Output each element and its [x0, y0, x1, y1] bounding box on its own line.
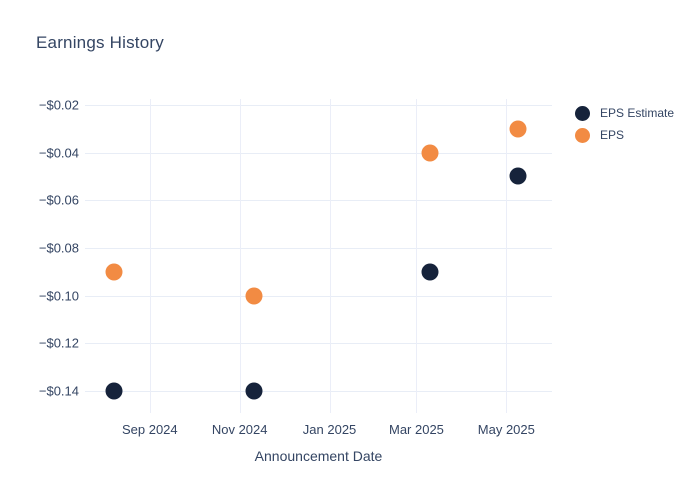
legend: EPS Estimate EPS — [575, 102, 674, 146]
y-tick-label: −$0.06 — [38, 192, 79, 208]
data-point-eps-estimate[interactable] — [105, 382, 123, 400]
legend-label-eps-estimate: EPS Estimate — [600, 106, 675, 120]
x-tick-label: Sep 2024 — [121, 422, 178, 437]
y-gridline — [85, 152, 552, 154]
y-gridline — [85, 295, 552, 297]
x-axis: Sep 2024 Nov 2024 Jan 2025 Mar 2025 May 2025 — [85, 421, 552, 439]
y-tick-label: −$0.02 — [38, 97, 79, 113]
x-axis-title: Announcement Date — [254, 448, 383, 464]
legend-item-eps-estimate[interactable]: EPS Estimate — [575, 102, 674, 124]
data-point-eps[interactable] — [421, 144, 439, 162]
x-gridline — [416, 99, 418, 413]
x-tick-label: Nov 2024 — [211, 422, 268, 437]
y-tick-label: −$0.12 — [38, 335, 79, 351]
eps-marker-icon — [575, 127, 590, 143]
data-point-eps[interactable] — [245, 287, 263, 305]
x-gridline — [329, 99, 331, 413]
x-tick-label: Mar 2025 — [388, 422, 444, 437]
x-gridline — [239, 99, 241, 413]
y-tick-label: −$0.04 — [38, 145, 79, 161]
data-point-eps-estimate[interactable] — [245, 382, 263, 400]
x-tick-label: Jan 2025 — [302, 422, 357, 437]
data-point-eps[interactable] — [509, 120, 527, 138]
plot-area — [85, 99, 552, 413]
data-point-eps[interactable] — [105, 263, 123, 281]
x-gridline — [149, 99, 151, 413]
x-gridline — [506, 99, 508, 413]
legend-item-eps[interactable]: EPS — [575, 124, 674, 146]
eps-estimate-marker-icon — [575, 105, 590, 121]
data-point-eps-estimate[interactable] — [421, 263, 439, 281]
y-tick-label: −$0.14 — [38, 383, 79, 399]
y-tick-label: −$0.08 — [38, 240, 79, 256]
x-tick-label: May 2025 — [477, 422, 535, 437]
y-gridline — [85, 247, 552, 249]
y-gridline — [85, 104, 552, 106]
y-tick-label: −$0.10 — [38, 288, 79, 304]
chart-title: Earnings History — [36, 33, 164, 52]
y-gridline — [85, 200, 552, 202]
legend-label-eps: EPS — [600, 128, 625, 142]
y-axis: −$0.02 −$0.04 −$0.06 −$0.08 −$0.10 −$0.12 −$0.… — [0, 97, 79, 413]
data-point-eps-estimate[interactable] — [509, 167, 527, 185]
y-gridline — [85, 343, 552, 345]
y-gridline — [85, 390, 552, 392]
